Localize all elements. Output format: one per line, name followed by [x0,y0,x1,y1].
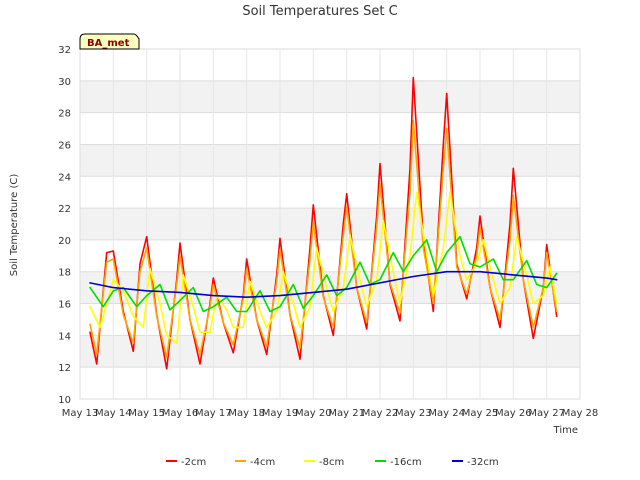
y-tick-label: 18 [58,268,71,279]
x-tick-label: May 25 [462,408,499,419]
plot-band [80,80,580,113]
badge-label: BA_met [87,38,130,49]
y-tick-label: 12 [58,363,71,374]
y-axis-label: Soil Temperature (C) [9,174,20,277]
x-tick-label: May 22 [362,408,399,419]
x-tick-label: May 18 [228,408,265,419]
y-tick-label: 14 [58,331,71,342]
plot-band [80,208,580,240]
plot-bands [80,80,580,368]
plot-grid [79,48,581,400]
x-tick-label: May 26 [495,408,532,419]
x-tick-label: May 21 [328,408,365,419]
series-line-8cm [89,191,558,345]
x-tick-label: May 20 [295,408,332,419]
x-tick-label: May 16 [162,408,199,419]
y-tick-label: 26 [58,140,71,151]
y-tick-label: 20 [58,236,71,247]
x-tick-label: May 23 [395,408,432,419]
x-tick-label: May 24 [428,408,465,419]
plot-band [80,335,580,368]
plot-band [80,144,580,177]
x-tick-label: May 19 [262,408,299,419]
y-tick-label: 24 [58,172,71,183]
series-line-32cm [89,270,558,299]
badge-shape [79,33,140,50]
legend-label: -16cm [390,457,422,468]
legend-label: -4cm [250,457,275,468]
y-tick-label: 30 [58,77,71,88]
y-tick-label: 10 [58,395,71,406]
chart-title: Soil Temperatures Set C [242,4,397,19]
legend: -2cm -4cm -8cm -16cm -32cm [166,457,499,468]
x-tick-label: May 15 [128,408,165,419]
x-tick-label: May 27 [528,408,565,419]
x-tick-label: May 14 [95,408,132,419]
x-tick-label: May 13 [62,408,99,419]
series-line-16cm [89,235,558,313]
x-tick-label: May 28 [562,408,599,419]
series-line-4cm [89,119,558,359]
y-axis-ticks: 10 12 14 16 18 20 22 24 26 28 30 32 [58,45,71,406]
series-lines [89,76,558,370]
x-axis-label: Time [553,425,578,436]
y-tick-label: 28 [58,109,71,120]
y-tick-label: 22 [58,204,71,215]
legend-label: -32cm [467,457,499,468]
legend-label: -2cm [181,457,206,468]
y-tick-label: 16 [58,300,71,311]
y-tick-label: 32 [58,45,71,56]
plot-border [79,48,581,400]
station-badge: BA_met [79,33,140,50]
x-tick-label: May 17 [195,408,232,419]
legend-label: -8cm [319,457,344,468]
